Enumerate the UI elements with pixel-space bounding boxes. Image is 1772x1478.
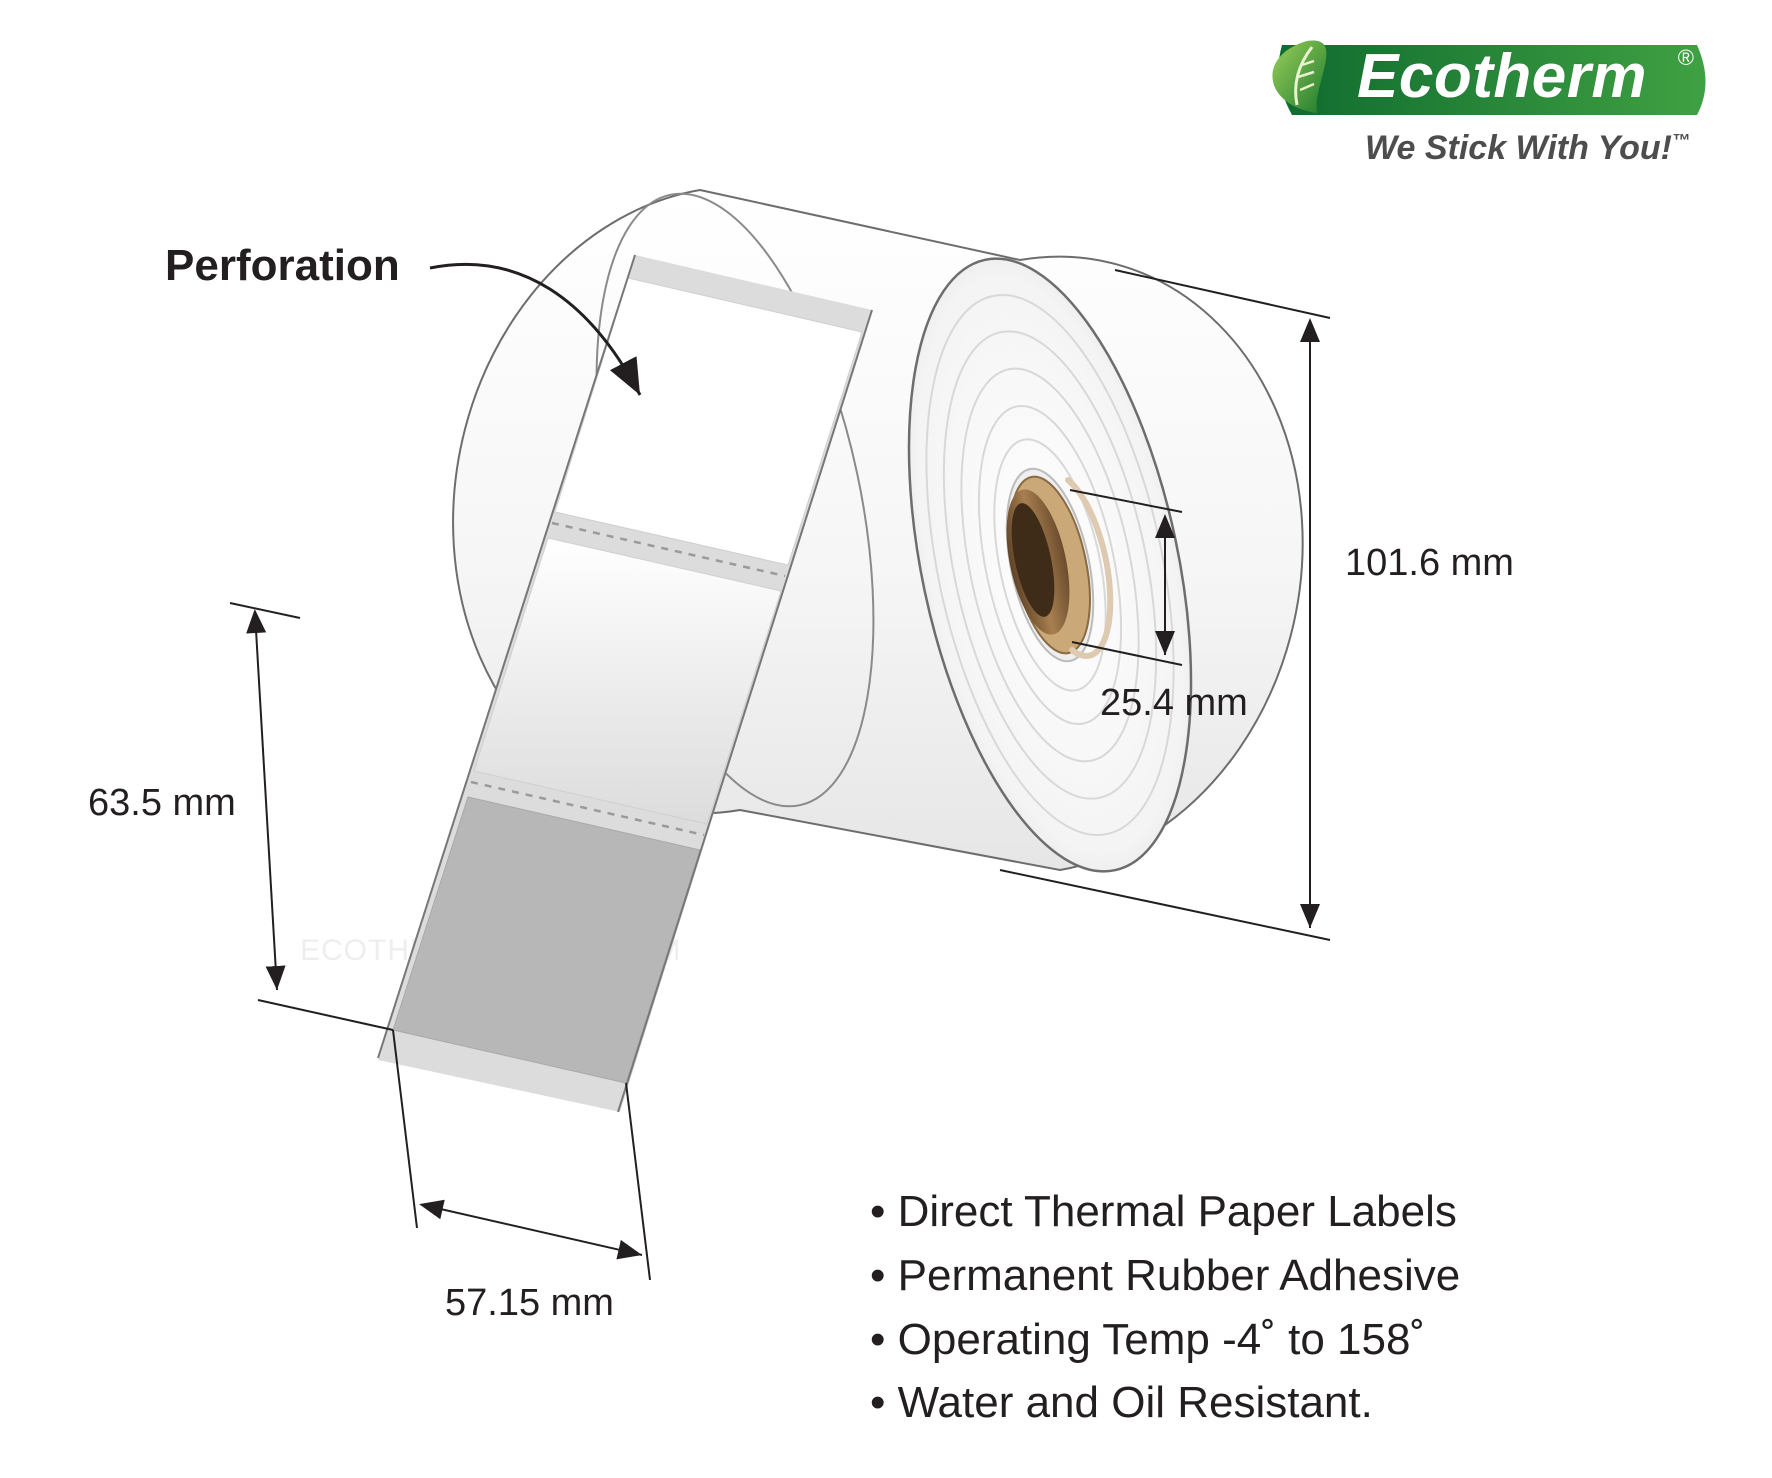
feature-item: Direct Thermal Paper Labels	[870, 1180, 1460, 1244]
dim-roll-od-text: 101.6 mm	[1345, 542, 1514, 584]
dim-label-height-text: 63.5 mm	[88, 782, 236, 824]
perforation-label: Perforation	[165, 241, 400, 290]
feature-item: Permanent Rubber Adhesive	[870, 1244, 1460, 1308]
feature-list: Direct Thermal Paper Labels Permanent Ru…	[870, 1180, 1460, 1435]
feature-item: Water and Oil Resistant.	[870, 1371, 1460, 1435]
diagram-stage: Ecotherm ® We Stick With You!™	[0, 0, 1772, 1478]
dim-label-width-text: 57.15 mm	[445, 1282, 614, 1324]
dim-core-id-text: 25.4 mm	[1100, 682, 1248, 724]
label-roll	[378, 169, 1303, 1112]
feature-item: Operating Temp -4˚ to 158˚	[870, 1308, 1460, 1372]
